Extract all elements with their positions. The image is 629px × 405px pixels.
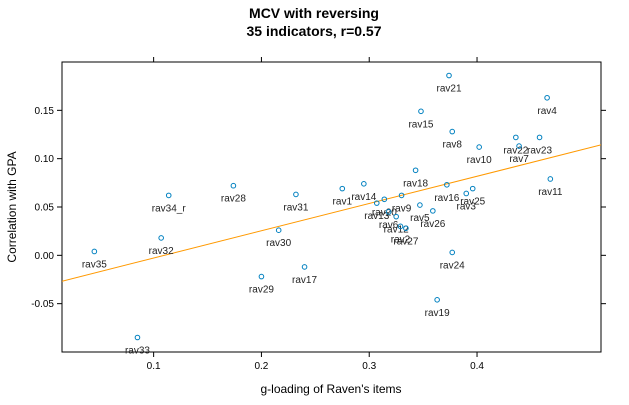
data-point-label: rav21 [436,84,461,95]
data-point-label: rav26 [420,219,445,230]
data-point-label: rav35 [82,259,107,270]
data-point [373,200,380,206]
data-point-label: rav8 [443,140,463,151]
y-axis-title: Correlation with GPA [5,151,19,262]
data-point-label: rav5 [410,213,430,224]
data-point [544,94,550,101]
data-point [516,143,522,149]
data-point-label: rav6 [379,220,399,231]
data-point-label: rav9 [392,203,412,214]
y-tick-label: 0.10 [35,154,55,165]
data-point-label: rav16 [434,193,459,204]
data-point [301,264,308,270]
data-point-label: rav15 [408,119,433,130]
y-tick-label: 0.15 [35,106,55,117]
data-point [91,248,98,255]
data-point [158,235,164,241]
data-point [547,176,554,182]
regression-line [62,144,601,282]
data-point-label: rav22 [503,145,528,156]
data-point-label: rav10 [467,155,492,166]
data-point-label: rav2 [391,234,411,245]
chart-subtitle: 35 indicators, r=0.57 [246,23,381,39]
data-point-label: rav13 [364,211,389,222]
data-point [165,192,172,199]
data-point [293,191,299,198]
data-point [403,225,409,232]
data-point-label: rav24 [440,260,465,271]
chart-title: MCV with reversing [249,5,379,21]
data-point [449,128,456,135]
data-point-label: rav28 [221,194,246,205]
y-tick-label: 0.00 [35,251,55,262]
data-point-label: rav17 [292,275,317,286]
data-point [469,185,476,192]
data-point-label: rav33 [125,346,150,357]
data-point [513,134,519,141]
data-point-label: rav25 [460,197,485,208]
data-point [476,144,482,150]
data-point [430,208,436,214]
data-point-label: rav11 [538,187,563,198]
data-point-label: rav4 [537,106,557,117]
data-point [361,181,367,187]
data-point-label: rav19 [425,308,450,319]
x-tick-label: 0.4 [470,361,484,372]
data-point [397,223,404,230]
data-point [134,334,141,341]
data-point-label: rav29 [249,285,274,296]
data-point-label: rav31 [283,202,308,213]
data-point-label: rav27 [393,236,418,247]
data-point [444,181,450,188]
data-point-label: rav12 [384,225,409,236]
data-point [393,213,399,220]
data-point-label: rav30 [266,238,291,249]
data-point-label: rav7 [509,154,529,165]
data-point-label: rav18 [403,178,428,189]
x-tick-label: 0.1 [147,361,161,372]
data-point [536,134,543,141]
y-tick-label: -0.05 [31,299,54,310]
x-tick-label: 0.3 [362,361,376,372]
data-point-label: rav32 [149,246,174,257]
data-point [275,227,282,233]
data-point [434,297,440,303]
data-point-label: rav3 [457,201,477,212]
data-point-label: rav34_r [152,203,187,214]
y-tick-label: 0.05 [35,203,55,214]
data-point [417,202,423,208]
data-point [449,249,456,256]
data-point [398,192,405,199]
data-point-label: rav1 [333,197,353,208]
data-point-label: rav20 [372,207,397,218]
data-point [385,209,392,215]
data-point [446,72,452,79]
data-point [412,167,419,174]
x-tick-label: 0.2 [254,361,268,372]
data-point-label: rav23 [527,145,552,156]
x-axis-title: g-loading of Raven's items [260,382,401,396]
data-point [418,108,424,115]
data-point [381,196,388,203]
data-point [230,182,237,189]
data-point [339,185,346,192]
data-point [258,273,265,280]
plot-frame [61,61,602,353]
data-point [463,190,470,197]
data-point-label: rav14 [351,192,376,203]
plot-area: 0.1 0.2 0.3 0.4 -0.05 0.00 0.05 0.10 0.15 rav35 ra… [31,57,606,372]
